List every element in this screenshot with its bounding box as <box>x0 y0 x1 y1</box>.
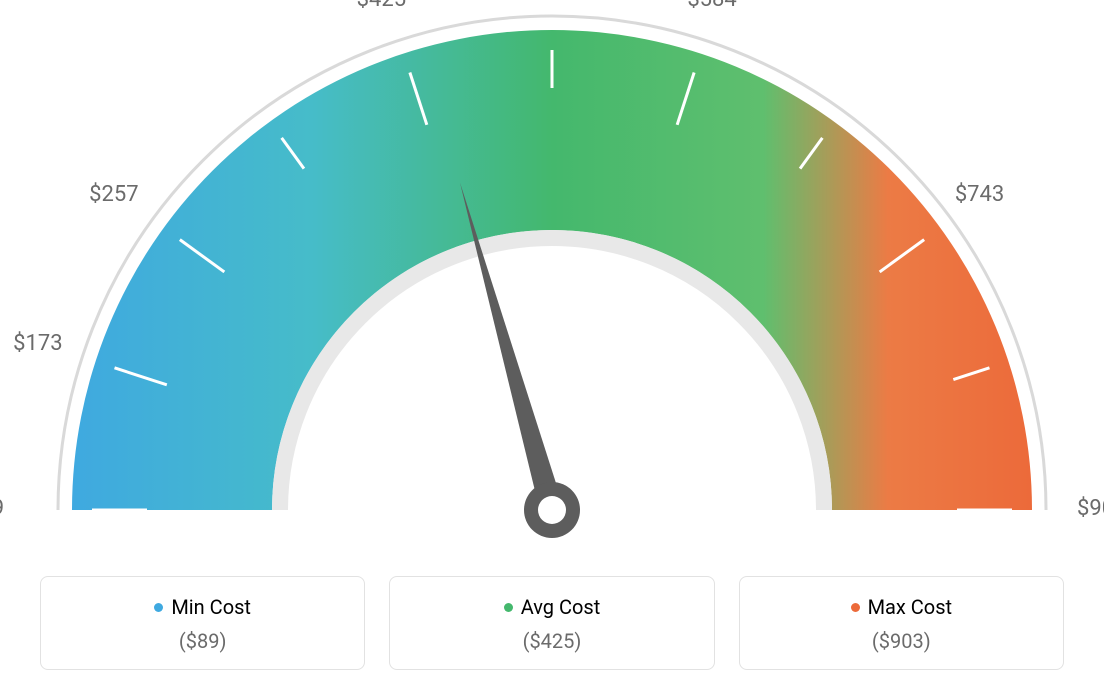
tick-label: $903 <box>1077 496 1104 521</box>
tick-label: $743 <box>955 182 1004 207</box>
tick-label: $173 <box>13 331 62 356</box>
dot-icon <box>504 603 513 612</box>
tick-label: $584 <box>687 0 736 12</box>
dot-icon <box>154 603 163 612</box>
legend-title-max: Max Cost <box>851 595 953 619</box>
tick-label: $425 <box>357 0 406 12</box>
legend-title-min: Min Cost <box>154 595 251 619</box>
gauge-svg <box>0 0 1104 560</box>
tick-label: $89 <box>0 496 4 521</box>
cost-gauge-chart: $89 $173 $257 $425 $584 $743 $903 Min Cost ($8… <box>0 0 1104 690</box>
legend-value: ($903) <box>750 629 1053 653</box>
legend-card-max: Max Cost ($903) <box>739 576 1064 670</box>
legend-row: Min Cost ($89) Avg Cost ($425) Max Cost … <box>0 576 1104 670</box>
legend-value: ($89) <box>51 629 354 653</box>
legend-card-avg: Avg Cost ($425) <box>389 576 714 670</box>
tick-label: $257 <box>89 182 138 207</box>
legend-label: Avg Cost <box>521 595 601 619</box>
legend-value: ($425) <box>400 629 703 653</box>
legend-label: Min Cost <box>171 595 251 619</box>
dot-icon <box>851 603 860 612</box>
gauge-area: $89 $173 $257 $425 $584 $743 $903 <box>0 0 1104 560</box>
legend-card-min: Min Cost ($89) <box>40 576 365 670</box>
legend-label: Max Cost <box>868 595 953 619</box>
legend-title-avg: Avg Cost <box>504 595 601 619</box>
